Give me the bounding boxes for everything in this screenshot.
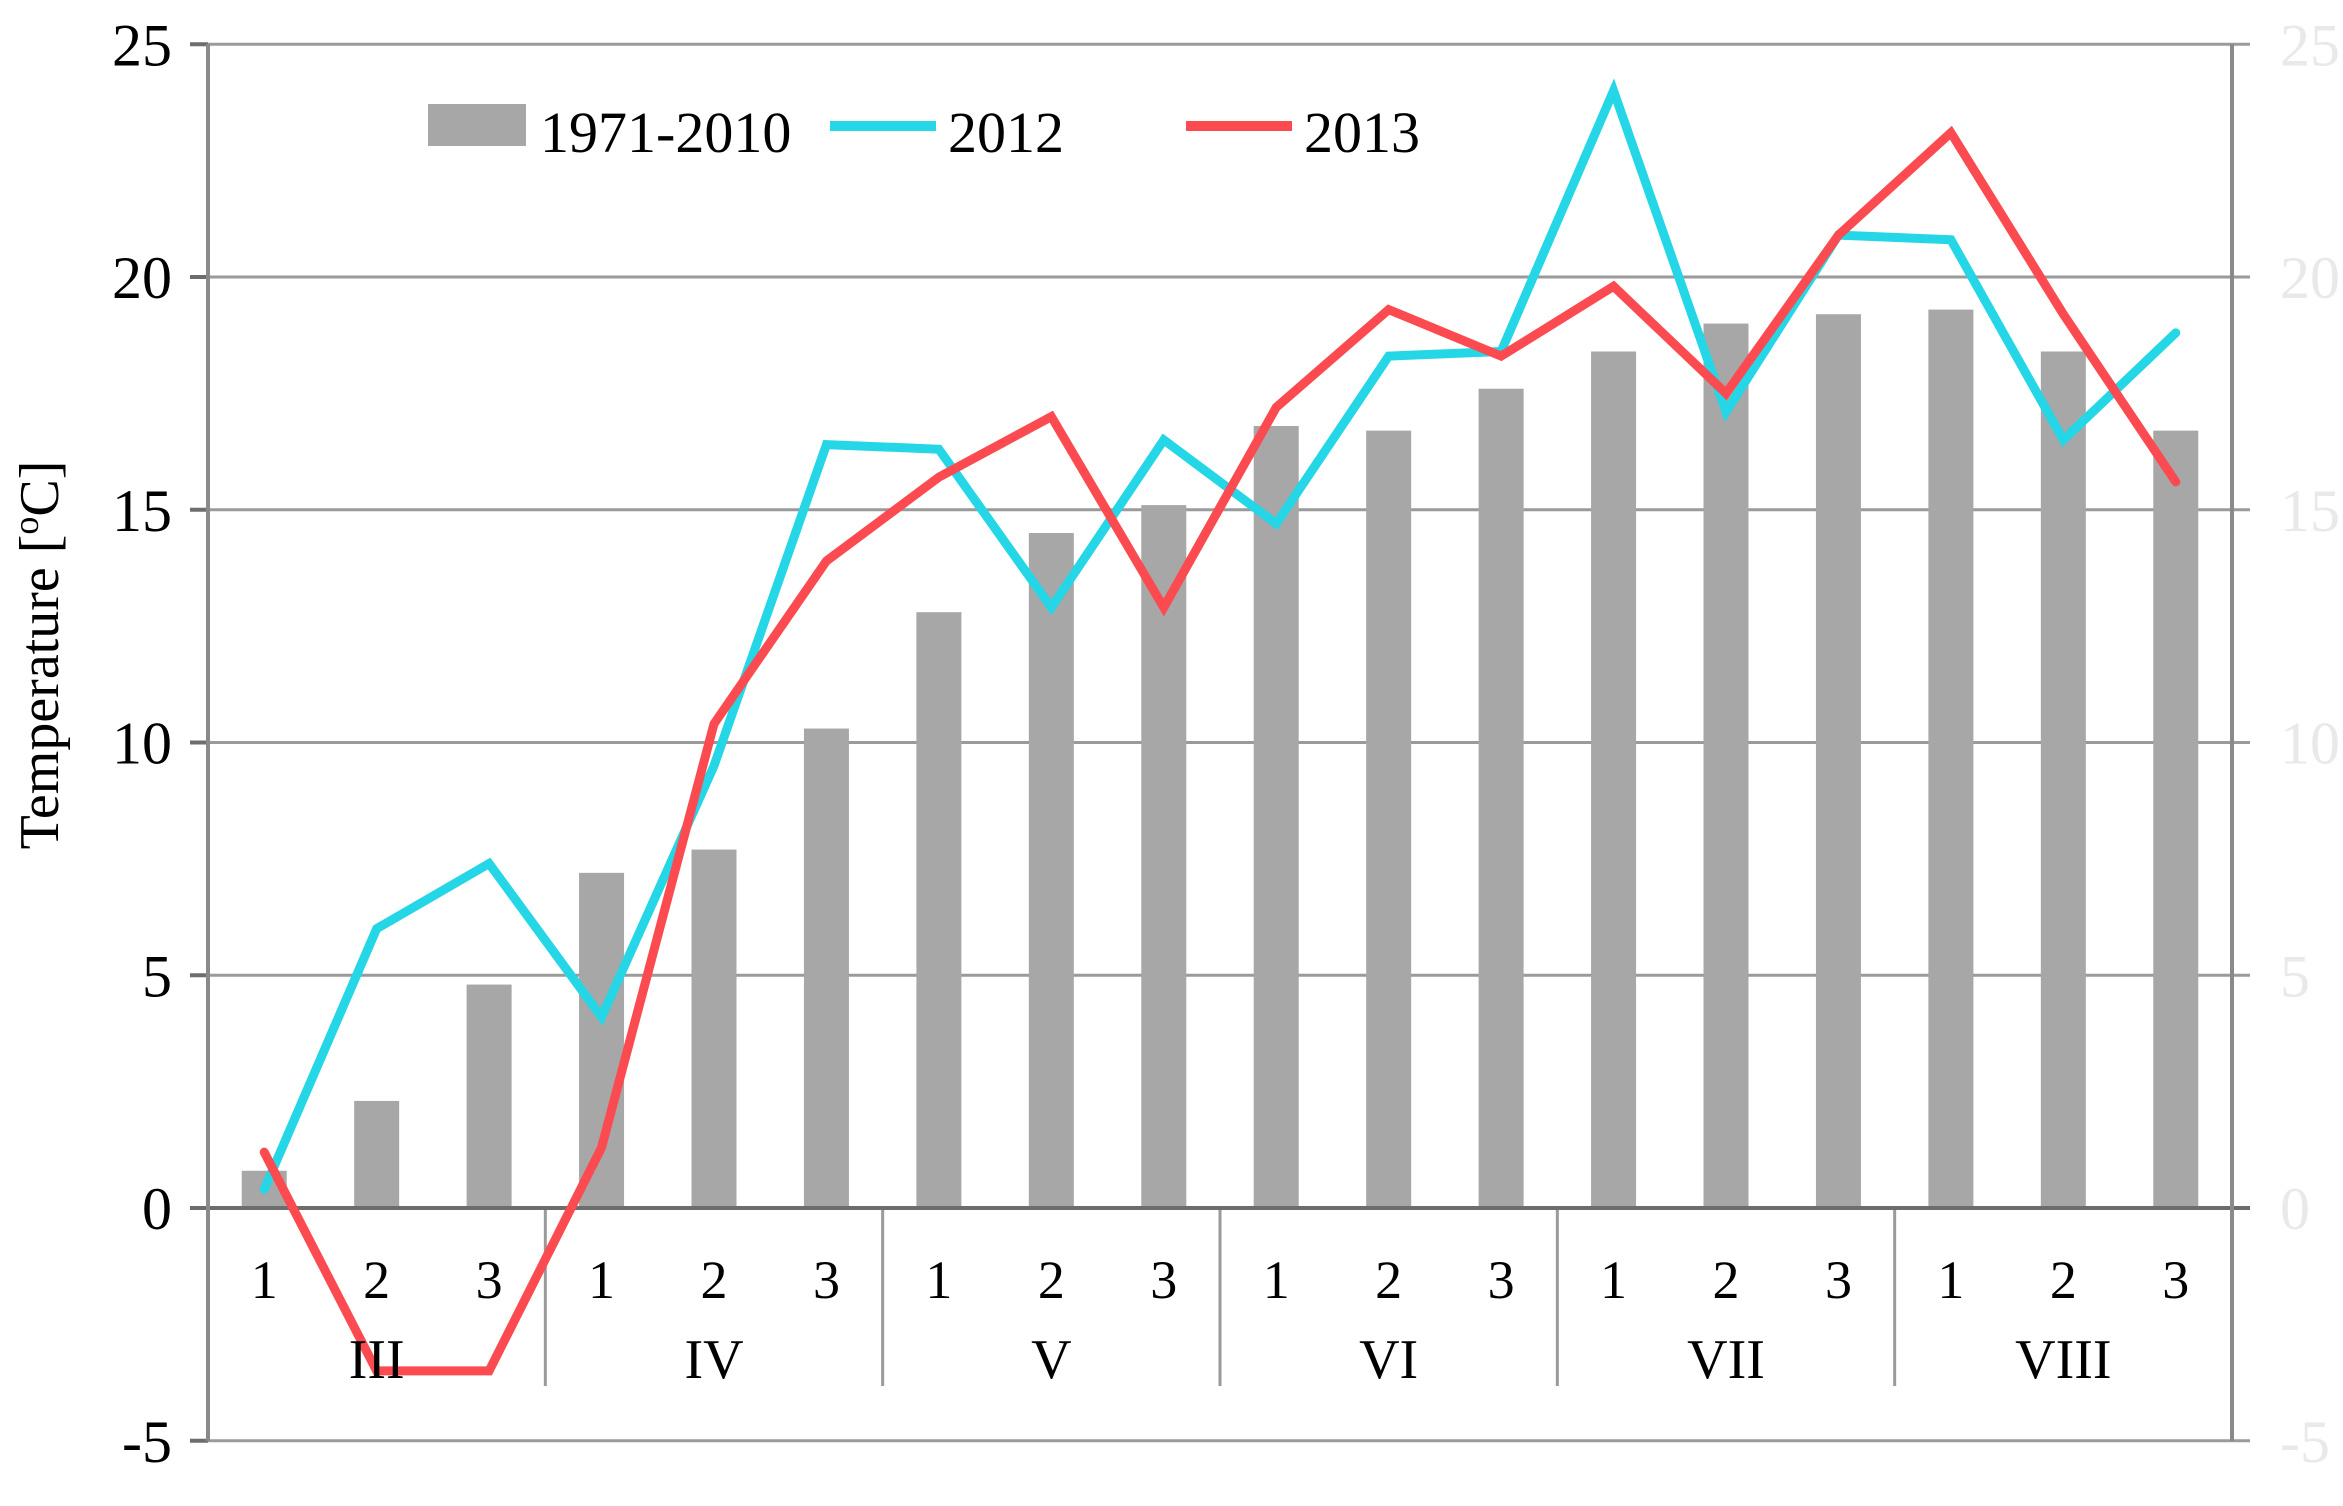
decade-label-III-2: 2 bbox=[363, 1250, 390, 1310]
decade-label-IV-3: 3 bbox=[813, 1250, 840, 1310]
right-y-tick-label-25: 25 bbox=[2280, 12, 2340, 78]
month-label-III: III bbox=[349, 1329, 405, 1391]
right-y-tick-label-0: 0 bbox=[2280, 1176, 2310, 1242]
legend-label-2013: 2013 bbox=[1304, 100, 1420, 165]
legend: 1971-2010 2012 2013 bbox=[428, 100, 1420, 165]
y-tick-label-5: 5 bbox=[142, 943, 172, 1009]
decade-label-VII-2: 2 bbox=[1713, 1250, 1740, 1310]
month-label-VII: VII bbox=[1687, 1329, 1765, 1391]
line-2013 bbox=[259, 125, 2181, 1376]
bar-IV-3 bbox=[803, 728, 849, 1208]
month-label-IV: IV bbox=[684, 1329, 743, 1391]
bar-V-1 bbox=[916, 612, 962, 1208]
decade-label-V-2: 2 bbox=[1038, 1250, 1065, 1310]
month-label-VI: VI bbox=[1359, 1329, 1418, 1391]
right-y-tick-label-5: 5 bbox=[2280, 943, 2310, 1009]
decade-label-VIII-1: 1 bbox=[1937, 1250, 1964, 1310]
legend-swatch-1971-2010 bbox=[428, 104, 526, 146]
legend-label-2012: 2012 bbox=[948, 100, 1064, 165]
y-tick-label-0: 0 bbox=[142, 1176, 172, 1242]
bar-VIII-1 bbox=[1928, 309, 1974, 1209]
decade-label-VI-2: 2 bbox=[1375, 1250, 1402, 1310]
y-tick-label-25: 25 bbox=[112, 12, 172, 78]
bar-III-3 bbox=[466, 984, 512, 1208]
decade-label-V-1: 1 bbox=[925, 1250, 952, 1310]
decade-label-VI-1: 1 bbox=[1263, 1250, 1290, 1310]
bar-VIII-3 bbox=[2153, 430, 2199, 1208]
right-y-tick-label-15: 15 bbox=[2280, 478, 2340, 544]
bar-VI-2 bbox=[1366, 430, 1412, 1208]
legend-label-1971-2010: 1971-2010 bbox=[540, 100, 791, 165]
bar-V-2 bbox=[1028, 533, 1074, 1208]
decade-label-VI-3: 3 bbox=[1488, 1250, 1515, 1310]
decade-label-VIII-3: 3 bbox=[2162, 1250, 2189, 1310]
bar-VI-3 bbox=[1478, 388, 1524, 1209]
decade-label-III-3: 3 bbox=[476, 1250, 503, 1310]
bar-VII-2 bbox=[1703, 323, 1749, 1208]
right-y-tick-label-20: 20 bbox=[2280, 245, 2340, 311]
line-2012 bbox=[259, 78, 2181, 1194]
right-y-tick-label-10: 10 bbox=[2280, 711, 2340, 777]
y-tick-label-15: 15 bbox=[112, 478, 172, 544]
y-axis-title: Temperature [oC] bbox=[6, 461, 71, 850]
decade-label-IV-2: 2 bbox=[701, 1250, 728, 1310]
month-label-VIII: VIII bbox=[2015, 1329, 2111, 1391]
right-y-tick-label--5: -5 bbox=[2280, 1409, 2330, 1475]
bar-VII-1 bbox=[1591, 351, 1637, 1209]
decade-label-VII-1: 1 bbox=[1600, 1250, 1627, 1310]
decade-label-IV-1: 1 bbox=[588, 1250, 615, 1310]
month-label-V: V bbox=[1031, 1329, 1071, 1391]
decade-label-VII-3: 3 bbox=[1825, 1250, 1852, 1310]
bar-III-2 bbox=[354, 1100, 400, 1208]
bar-VI-1 bbox=[1253, 425, 1299, 1209]
y-tick-label-10: 10 bbox=[112, 711, 172, 777]
y-tick-label-20: 20 bbox=[112, 245, 172, 311]
bar-VII-3 bbox=[1815, 314, 1861, 1208]
y-tick-label--5: -5 bbox=[122, 1409, 172, 1475]
decade-label-V-3: 3 bbox=[1150, 1250, 1177, 1310]
bar-VIII-2 bbox=[2040, 351, 2086, 1209]
bar-IV-1 bbox=[579, 872, 625, 1208]
decade-label-VIII-2: 2 bbox=[2050, 1250, 2077, 1310]
bar-IV-2 bbox=[691, 849, 737, 1208]
decade-label-III-1: 1 bbox=[251, 1250, 278, 1310]
bar-V-3 bbox=[1141, 505, 1187, 1209]
plot-area: 25 25 20 20 15 15 10 10 5 5 0 0 -5 -5 1 2 3 1 2 3 1 2 3 1 2 3 1 2 3 1… bbox=[112, 12, 2340, 1475]
